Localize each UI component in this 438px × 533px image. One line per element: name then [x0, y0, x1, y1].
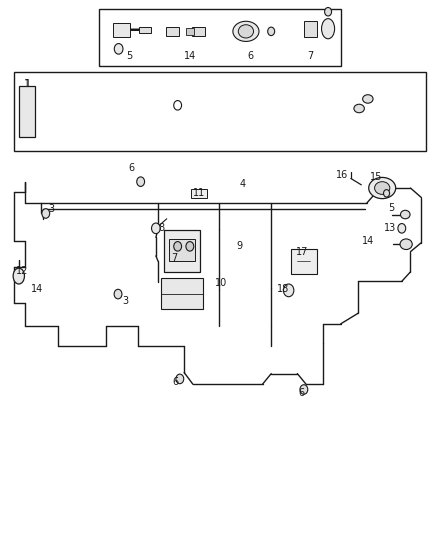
Text: 7: 7 [307, 51, 314, 61]
Circle shape [174, 101, 182, 110]
Bar [99, 9, 341, 66]
Bar [139, 27, 151, 33]
Ellipse shape [354, 104, 364, 113]
Bar [186, 28, 194, 35]
Text: 13: 13 [384, 223, 396, 233]
Bar [164, 230, 200, 272]
Ellipse shape [238, 25, 254, 38]
Text: 6: 6 [247, 51, 253, 61]
Text: 18: 18 [277, 284, 290, 294]
Circle shape [176, 374, 184, 384]
Text: 3: 3 [122, 296, 128, 306]
Text: 6: 6 [128, 164, 134, 173]
Bar [304, 21, 317, 37]
Text: 11: 11 [193, 188, 205, 198]
Circle shape [152, 223, 160, 233]
Text: 3: 3 [48, 204, 54, 214]
Bar [166, 27, 179, 36]
Text: 9: 9 [237, 241, 243, 252]
Text: 6: 6 [173, 377, 179, 387]
Bar [192, 27, 205, 36]
Ellipse shape [233, 21, 259, 42]
Circle shape [300, 385, 308, 394]
Ellipse shape [369, 177, 396, 199]
Text: 12: 12 [16, 266, 28, 276]
Text: 15: 15 [371, 172, 383, 182]
Text: 10: 10 [215, 278, 227, 288]
Text: 5: 5 [127, 51, 133, 61]
Text: 4: 4 [240, 179, 246, 189]
Circle shape [42, 209, 49, 218]
Circle shape [174, 241, 182, 251]
Circle shape [398, 223, 406, 233]
Text: 5: 5 [388, 203, 394, 213]
Bar [169, 239, 195, 261]
Bar [191, 189, 207, 198]
Text: 14: 14 [184, 51, 196, 61]
Circle shape [114, 44, 123, 54]
Bar [161, 278, 203, 309]
Circle shape [384, 190, 390, 197]
Bar [113, 23, 130, 37]
Bar [14, 72, 426, 151]
Ellipse shape [13, 268, 25, 284]
Text: 16: 16 [336, 171, 348, 180]
Text: 7: 7 [172, 253, 178, 263]
Circle shape [325, 7, 332, 16]
Text: 1: 1 [24, 79, 30, 89]
Ellipse shape [321, 19, 335, 39]
Ellipse shape [400, 211, 410, 219]
Circle shape [137, 177, 145, 187]
Bar [291, 249, 317, 274]
Text: 6: 6 [299, 387, 305, 398]
Text: 17: 17 [297, 247, 309, 257]
Ellipse shape [400, 239, 412, 249]
Circle shape [268, 27, 275, 36]
Bar [19, 86, 35, 137]
Ellipse shape [363, 95, 373, 103]
Ellipse shape [374, 182, 390, 195]
Circle shape [186, 241, 194, 251]
Text: 8: 8 [159, 223, 165, 233]
Circle shape [114, 289, 122, 299]
Text: 14: 14 [31, 284, 43, 294]
Circle shape [283, 284, 294, 297]
Text: 1: 1 [25, 78, 32, 88]
Text: 14: 14 [362, 236, 374, 246]
